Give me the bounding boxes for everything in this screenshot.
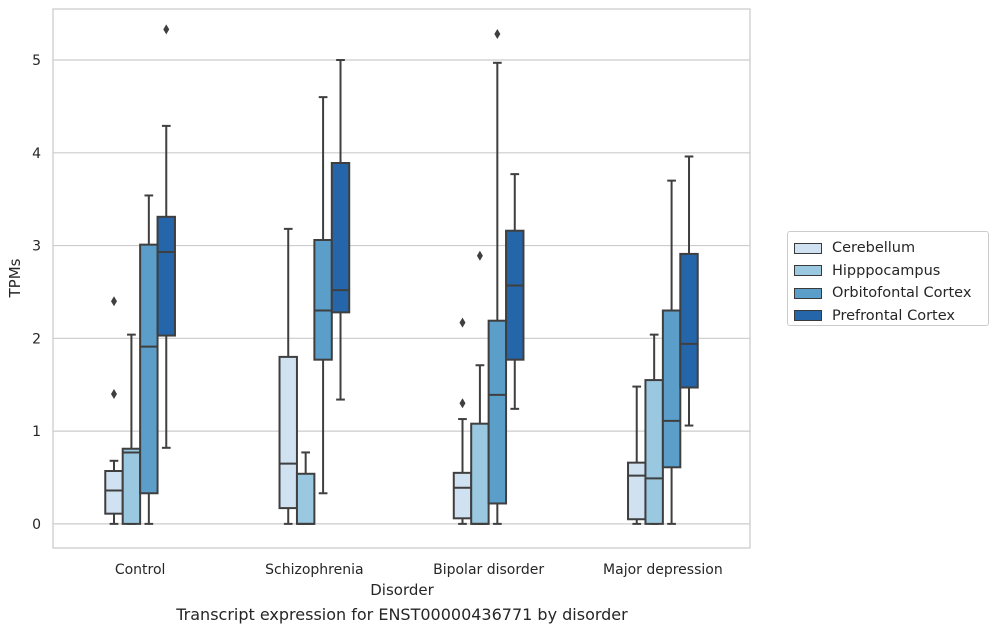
outlier-point [459, 317, 466, 328]
box-prefrontal-cortex [505, 173, 525, 410]
box-orbitofontal-cortex [139, 194, 159, 525]
legend-swatch-cerebellum [794, 242, 822, 254]
legend-swatch-prefrontal-cortex [794, 310, 822, 322]
box-hipppocampus [470, 250, 490, 525]
y-tick-label: 1 [32, 424, 41, 440]
box-iqr [156, 215, 176, 337]
y-tick-labels: 0 1 2 3 4 5 [32, 53, 41, 533]
legend-swatch-orbitofrontal-cortex [794, 287, 822, 299]
box-iqr [330, 162, 351, 314]
x-tick-labels: Control Schizophrenia Bipolar disorder Majo… [115, 562, 723, 578]
legend: Cerebellum Hipppocampus Orbitofontal Cor… [787, 231, 989, 326]
figure-caption: Transcript expression for ENST0000043677… [176, 605, 628, 624]
box-iqr [470, 422, 490, 525]
legend-item-prefrontal-cortex: Prefrontal Cortex [794, 305, 988, 328]
box-cerebellum [627, 385, 647, 525]
box-hipppocampus [121, 333, 142, 525]
legend-item-hippocampus: Hipppocampus [794, 260, 988, 283]
outlier-point [163, 24, 170, 35]
legend-label-hippocampus: Hipppocampus [832, 262, 941, 279]
box-iqr [452, 471, 473, 520]
box-prefrontal-cortex [330, 59, 351, 401]
box-iqr [295, 472, 316, 525]
box-iqr [679, 252, 699, 389]
box-iqr [139, 243, 159, 495]
y-tick-label: 4 [32, 146, 41, 162]
legend-label-prefrontal-cortex: Prefrontal Cortex [832, 307, 955, 324]
y-tick-label: 2 [32, 331, 41, 347]
box-iqr [104, 470, 124, 515]
outlier-point [110, 296, 117, 307]
y-tick-label: 5 [32, 53, 41, 69]
box-prefrontal-cortex [679, 155, 699, 427]
outlier-point [459, 398, 466, 409]
y-tick-label: 3 [32, 239, 41, 255]
x-tick-label: Schizophrenia [265, 562, 363, 578]
box-iqr [278, 355, 298, 510]
x-tick-label: Major depression [603, 562, 723, 578]
legend-label-cerebellum: Cerebellum [832, 240, 916, 257]
box-iqr [505, 229, 525, 361]
box-iqr [627, 461, 647, 521]
box-hipppocampus [644, 333, 664, 525]
box-orbitofontal-cortex [313, 96, 333, 495]
box-cerebellum [278, 227, 298, 525]
outlier-point [476, 250, 483, 261]
x-tick-label: Bipolar disorder [433, 562, 544, 578]
outlier-point [494, 29, 501, 40]
box-cerebellum [104, 296, 124, 525]
box-hipppocampus [295, 451, 316, 525]
outlier-point [110, 389, 117, 399]
y-axis-label: TPMs [6, 258, 24, 298]
box-iqr [644, 379, 664, 525]
x-tick-label: Control [115, 562, 166, 578]
box-iqr [313, 239, 333, 361]
box-cerebellum [452, 317, 473, 525]
legend-label-orbitofrontal-cortex: Orbitofontal Cortex [832, 285, 972, 302]
box-iqr [487, 319, 508, 505]
x-axis-label: Disorder [370, 581, 434, 599]
legend-swatch-hippocampus [794, 265, 822, 277]
box-orbitofontal-cortex [661, 179, 682, 525]
box-iqr [661, 309, 682, 469]
boxes [104, 24, 699, 525]
legend-item-cerebellum: Cerebellum [794, 237, 988, 260]
y-tick-label: 0 [32, 517, 41, 533]
box-orbitofontal-cortex [487, 29, 508, 525]
plot-frame [52, 8, 751, 549]
legend-item-orbitofrontal-cortex: Orbitofontal Cortex [794, 282, 988, 305]
box-prefrontal-cortex [156, 24, 176, 449]
box-iqr [121, 447, 142, 525]
